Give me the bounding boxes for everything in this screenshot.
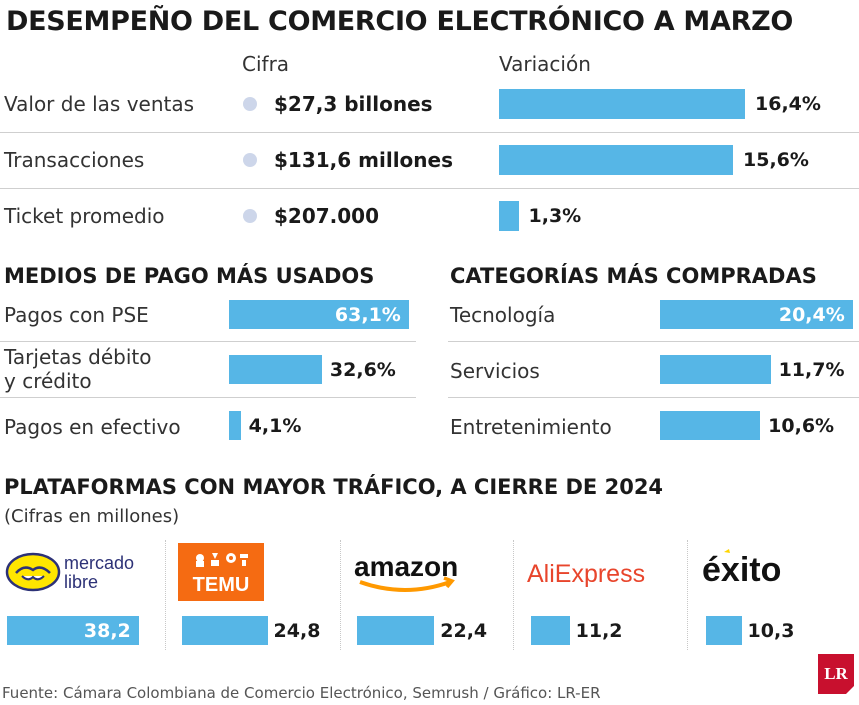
performance-row-label: Transacciones <box>4 148 145 172</box>
amazon-logo: amazon <box>352 548 472 596</box>
platform-bar <box>706 616 742 645</box>
performance-row-label: Valor de las ventas <box>4 92 195 116</box>
bullet-dot <box>243 153 257 167</box>
variation-bar <box>499 201 519 231</box>
mercado-libre-logo-text-1: mercado <box>64 553 134 573</box>
variation-bar <box>499 89 745 119</box>
category-bar <box>660 355 771 384</box>
platform-value: 22,4 <box>440 620 488 642</box>
variation-value: 1,3% <box>528 205 582 227</box>
source-note: Fuente: Cámara Colombiana de Comercio El… <box>2 684 601 702</box>
payment-bar <box>229 355 322 384</box>
separator <box>513 540 514 650</box>
temu-logo: TEMU <box>178 543 264 601</box>
platforms-subtitle: (Cifras en millones) <box>4 506 180 527</box>
payment-row-label: Pagos con PSE <box>4 303 149 327</box>
lr-logo: LR <box>818 654 854 694</box>
payment-row-label: Pagos en efectivo <box>4 415 181 439</box>
exito-logo: éxito <box>702 548 812 596</box>
platforms-section-title: PLATAFORMAS CON MAYOR TRÁFICO, A CIERRE … <box>4 475 664 499</box>
platform-bar <box>357 616 435 645</box>
bullet-dot <box>243 97 257 111</box>
platform-value: 11,2 <box>575 620 623 642</box>
platform-bar <box>531 616 570 645</box>
platform-value: 24,8 <box>273 620 321 642</box>
category-row-label: Entretenimiento <box>450 415 612 439</box>
amazon-logo-text: amazon <box>354 551 458 582</box>
aliexpress-logo-text: AliExpress <box>527 560 645 588</box>
payment-row-label-line: Tarjetas débito <box>4 345 152 369</box>
category-row-label: Tecnología <box>450 303 556 327</box>
divider <box>448 341 859 342</box>
divider <box>0 397 416 398</box>
category-value: 11,7% <box>778 359 845 381</box>
divider <box>0 188 859 189</box>
payment-row-label: Tarjetas débito y crédito <box>4 345 151 393</box>
performance-figure: $131,6 millones <box>274 148 453 172</box>
separator <box>165 540 166 650</box>
categories-section-title: CATEGORÍAS MÁS COMPRADAS <box>450 264 817 288</box>
divider <box>0 341 416 342</box>
divider <box>0 132 859 133</box>
payment-bar <box>229 411 241 440</box>
payment-value: 32,6% <box>329 359 396 381</box>
payment-value: 4,1% <box>248 415 302 437</box>
exito-logo-text: éxito <box>702 551 781 589</box>
figure-column-header: Cifra <box>242 52 290 76</box>
aliexpress-logo: AliExpress <box>527 554 667 592</box>
payment-section-title: MEDIOS DE PAGO MÁS USADOS <box>4 264 375 288</box>
category-value: 20,4% <box>778 304 845 326</box>
lr-logo-text: LR <box>824 664 848 683</box>
separator <box>687 540 688 650</box>
performance-figure: $207.000 <box>274 204 380 228</box>
divider <box>448 397 859 398</box>
variation-bar <box>499 145 733 175</box>
performance-figure: $27,3 billones <box>274 92 433 116</box>
payment-row-label-line: y crédito <box>4 369 92 393</box>
category-row-label: Servicios <box>450 359 540 383</box>
payment-value: 63,1% <box>334 304 401 326</box>
platform-bar <box>182 616 268 645</box>
payment-bar <box>229 300 409 329</box>
category-bar <box>660 411 761 440</box>
mercado-libre-logo-text-2: libre <box>64 572 98 592</box>
temu-logo-text: TEMU <box>193 574 250 596</box>
platform-value: 38,2 <box>83 620 131 642</box>
category-value: 10,6% <box>768 415 835 437</box>
performance-row-label: Ticket promedio <box>4 204 165 228</box>
variation-value: 16,4% <box>755 93 821 115</box>
category-bar <box>660 300 853 329</box>
platform-bar <box>7 616 139 645</box>
variation-value: 15,6% <box>743 149 809 171</box>
separator <box>340 540 341 650</box>
platform-value: 10,3 <box>747 620 795 642</box>
page-title: DESEMPEÑO DEL COMERCIO ELECTRÓNICO A MAR… <box>6 6 793 37</box>
mercado-libre-logo: mercado libre <box>4 548 154 596</box>
bullet-dot <box>243 209 257 223</box>
variation-column-header: Variación <box>499 52 591 76</box>
